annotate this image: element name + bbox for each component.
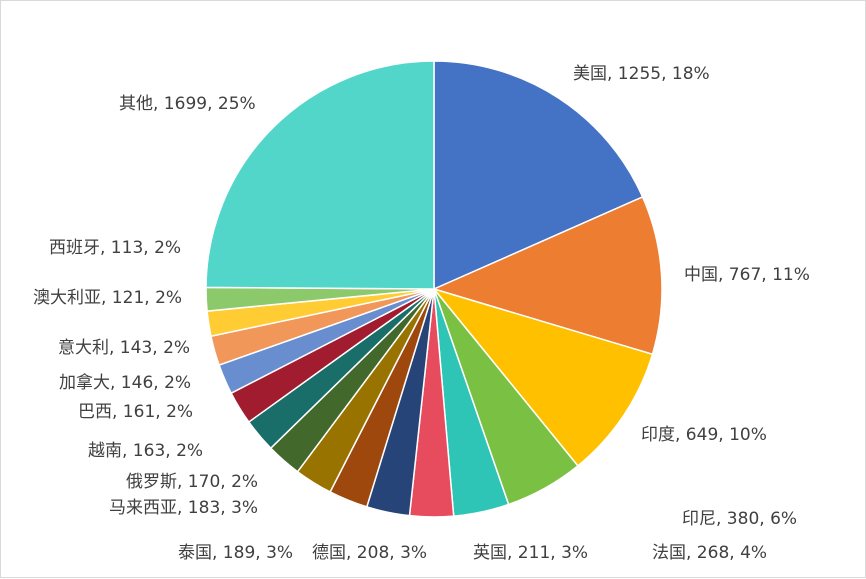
slice-label-russia: 俄罗斯, 170, 2%	[126, 472, 259, 492]
pie-slice-2	[431, 287, 654, 467]
slice-label-china: 中国, 767, 11%	[684, 265, 810, 285]
slice-label-germany: 德国, 208, 3%	[312, 543, 428, 563]
slice-label-france: 法国, 268, 4%	[652, 543, 768, 563]
slice-label-india: 印度, 649, 10%	[641, 425, 767, 445]
pie-slice-1	[431, 195, 663, 356]
slice-label-spain: 西班牙, 113, 2%	[49, 238, 182, 258]
slice-label-vietnam: 越南, 163, 2%	[88, 441, 204, 461]
slice-label-usa: 美国, 1255, 18%	[573, 64, 710, 84]
slice-label-thailand: 泰国, 189, 3%	[178, 543, 294, 563]
slice-label-uk: 英国, 211, 3%	[473, 543, 589, 563]
slice-label-canada: 加拿大, 146, 2%	[59, 373, 192, 393]
slice-label-australia: 澳大利亚, 121, 2%	[33, 288, 183, 308]
slice-label-other: 其他, 1699, 25%	[119, 94, 256, 114]
slice-label-indonesia: 印尼, 380, 6%	[682, 509, 798, 529]
pie-slice-0	[433, 60, 644, 291]
slice-label-brazil: 巴西, 161, 2%	[78, 402, 194, 422]
slice-label-malaysia: 马来西亚, 183, 3%	[109, 498, 259, 518]
slice-label-italy: 意大利, 143, 2%	[58, 338, 191, 358]
pie-slice-16	[205, 60, 435, 290]
